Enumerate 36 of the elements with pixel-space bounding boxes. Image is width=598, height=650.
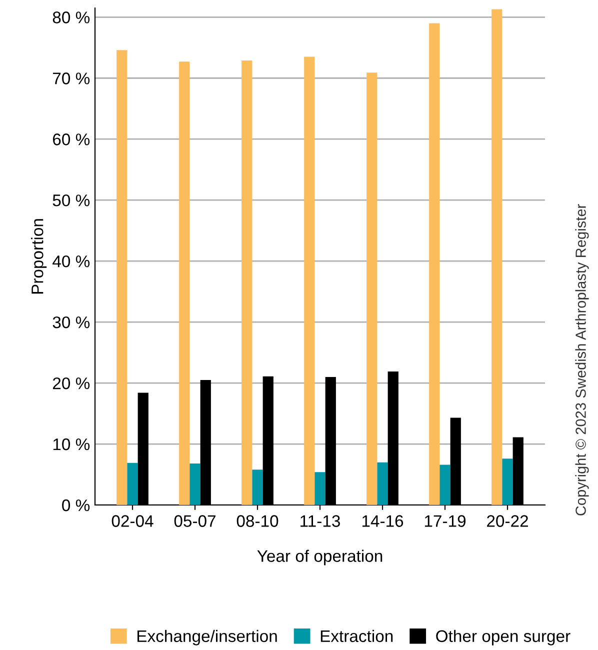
legend-label: Other open surger xyxy=(436,630,570,646)
x-tick-label: 14-16 xyxy=(362,515,404,527)
x-tick-label: 08-10 xyxy=(236,515,278,527)
x-tick-label: 20-22 xyxy=(487,515,528,527)
bar xyxy=(252,470,263,505)
y-tick-label: 10 % xyxy=(53,438,90,450)
bar xyxy=(440,464,450,505)
bar xyxy=(127,462,138,505)
bar xyxy=(179,62,190,505)
x-tick-label: 05-07 xyxy=(174,515,216,527)
bar xyxy=(116,50,128,505)
bar xyxy=(502,458,513,505)
y-tick-label: 40 % xyxy=(52,255,90,268)
bar xyxy=(242,60,252,505)
x-tick-label: 11-13 xyxy=(300,515,340,527)
y-tick-label: 60 % xyxy=(53,134,90,146)
y-axis-title: Proportion xyxy=(31,219,47,294)
bar xyxy=(492,9,502,505)
text: Copyright © 2023 Swedish Arthroplasty Register xyxy=(575,204,589,516)
x-tick-label: 02-04 xyxy=(112,515,154,527)
bar xyxy=(377,462,388,505)
x-tick-label: 17-19 xyxy=(424,515,466,527)
y-tick-label: 0 % xyxy=(62,499,90,512)
y-tick-label: 80 % xyxy=(52,12,90,24)
x-axis-title: Year of operation xyxy=(257,550,382,566)
bar xyxy=(429,23,440,505)
y-tick-label: 70 % xyxy=(53,72,90,84)
bar xyxy=(304,56,315,505)
legend-label: Exchange/insertion xyxy=(138,630,277,646)
y-tick-label: 20 % xyxy=(52,377,90,390)
bar xyxy=(314,472,326,505)
bar xyxy=(366,72,378,505)
bar xyxy=(190,464,200,505)
y-tick-label: 30 % xyxy=(52,316,90,328)
legend-label: Extraction xyxy=(320,630,393,642)
y-tick-label: 50 % xyxy=(52,194,90,206)
